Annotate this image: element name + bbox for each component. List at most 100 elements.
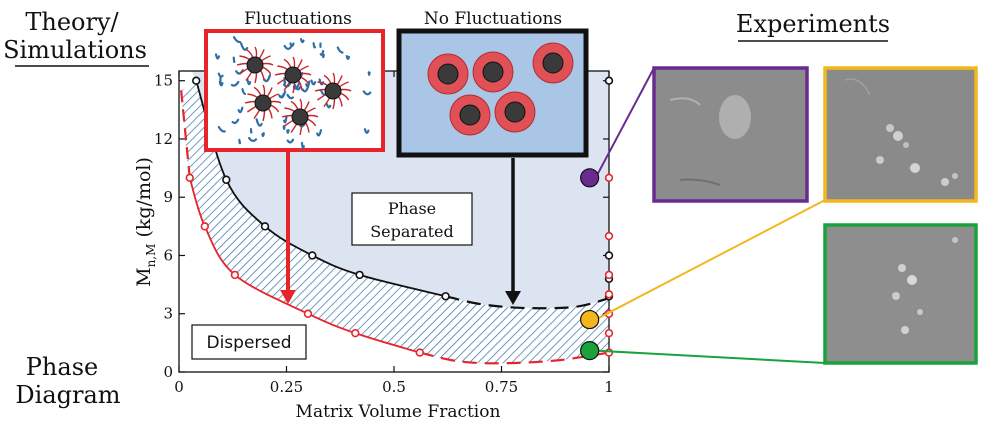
experiment-marker [580, 341, 600, 361]
phase-separated-line2: Separated [370, 222, 454, 241]
micelle-core [482, 61, 504, 83]
matrix-chain [286, 93, 295, 100]
data-point-series-3 [604, 270, 614, 280]
black-curve-dashed [445, 295, 610, 310]
data-point-series-1 [303, 309, 313, 318]
no-fluctuations-inset: No Fluctuations [396, 9, 589, 305]
data-point-series-2 [604, 251, 614, 260]
data-points [185, 76, 614, 357]
data-point-series-0 [355, 270, 364, 280]
y-tick-label: 6 [163, 246, 173, 264]
matrix-chain [363, 128, 370, 134]
phase-separated-annotation: Phase Separated [351, 192, 473, 246]
data-point-series-1 [200, 222, 210, 231]
micelle-core [542, 52, 564, 74]
matrix-chain [310, 79, 317, 86]
x-tick-label: 0.5 [382, 378, 406, 396]
matrix-chain [239, 42, 249, 51]
red-curve-dashed-start [180, 90, 191, 178]
y-tick-label: 15 [154, 72, 173, 90]
micrograph-green [823, 223, 978, 365]
data-point-series-1 [230, 270, 240, 280]
matrix-chain [231, 118, 240, 125]
no-fluctuations-arrow-head [505, 291, 521, 305]
bottom-left-label: Phase Diagram [15, 353, 120, 409]
y-axis: 0 3 6 9 12 15 [154, 72, 609, 381]
data-point-series-1 [351, 328, 360, 338]
x-tick-label: 0.25 [270, 378, 303, 396]
dispersed-annotation: Dispersed [191, 324, 307, 360]
fluctuations-arrow-head [280, 290, 296, 304]
nanoparticle-core [284, 66, 302, 84]
data-point-series-3 [604, 290, 614, 299]
matrix-chain [293, 83, 302, 91]
matrix-chain [319, 49, 325, 56]
experiment-markers [580, 67, 826, 364]
y-tick-label: 12 [154, 130, 173, 148]
matrix-chain [232, 56, 236, 63]
matrix-chain [316, 129, 323, 137]
matrix-chain [214, 53, 221, 60]
experiment-connector [594, 67, 655, 179]
data-point-series-0 [308, 251, 317, 260]
data-point-series-2 [604, 76, 614, 85]
y-tick-label: 0 [163, 363, 173, 381]
matrix-chain [286, 138, 295, 144]
x-tick-label: 1 [604, 378, 614, 396]
micrograph-yellow [823, 66, 978, 203]
right-title: Experiments [736, 10, 890, 42]
matrix-chain [230, 80, 240, 87]
matrix-chain [367, 71, 371, 77]
fluctuation-chains [214, 36, 372, 150]
right-title-text: Experiments [736, 10, 890, 38]
matrix-chain [255, 118, 263, 127]
matrix-chain [283, 115, 288, 124]
data-point-series-3 [604, 328, 614, 338]
x-tick-label: 0 [174, 378, 184, 396]
data-point-series-0 [192, 76, 201, 85]
matrix-chain [248, 136, 258, 142]
fluctuations-label: Fluctuations [244, 9, 352, 29]
matrix-chain [283, 44, 293, 51]
experiment-marker [580, 168, 600, 188]
matrix-chain [282, 125, 286, 131]
data-point-series-1 [415, 348, 424, 357]
matrix-chain [325, 103, 332, 109]
matrix-chain [312, 42, 317, 49]
left-title-line2: Simulations [3, 36, 147, 64]
micelle-core [504, 101, 526, 123]
bottom-label-line1: Phase [26, 353, 98, 381]
y-tick-label: 9 [163, 188, 173, 206]
matrix-chain [280, 93, 285, 99]
matrix-chain [321, 53, 325, 59]
data-point-series-3 [604, 173, 614, 183]
y-tick-label: 3 [163, 305, 173, 323]
experiment-marker [580, 309, 600, 330]
matrix-chain [301, 83, 310, 93]
left-title: Theory/ Simulations [3, 8, 149, 67]
micelle-core [437, 63, 459, 85]
nanoparticle-core [246, 56, 264, 74]
matrix-chain [345, 54, 351, 60]
phase-separated-line1: Phase [388, 199, 436, 218]
data-point-series-0 [222, 175, 231, 184]
matrix-chain [232, 36, 241, 44]
experiment-images [652, 66, 978, 365]
matrix-chain [336, 46, 344, 54]
dispersed-box [191, 324, 307, 360]
matrix-chain [362, 90, 372, 96]
micelle-core [459, 104, 481, 126]
black-curve-solid [195, 80, 446, 298]
data-point-series-1 [185, 173, 194, 183]
y-axis-label-main: M [133, 267, 155, 286]
matrix-chain [261, 132, 265, 138]
x-tick-label: 0.75 [485, 378, 518, 396]
micrograph-purple [652, 66, 809, 203]
fluctuations-inset: Fluctuations [204, 9, 385, 304]
matrix-chain [238, 138, 242, 145]
data-point-series-0 [441, 292, 450, 301]
no-fluctuations-label: No Fluctuations [424, 9, 562, 29]
fluctuations-box [204, 29, 385, 152]
matrix-chain [286, 129, 290, 134]
